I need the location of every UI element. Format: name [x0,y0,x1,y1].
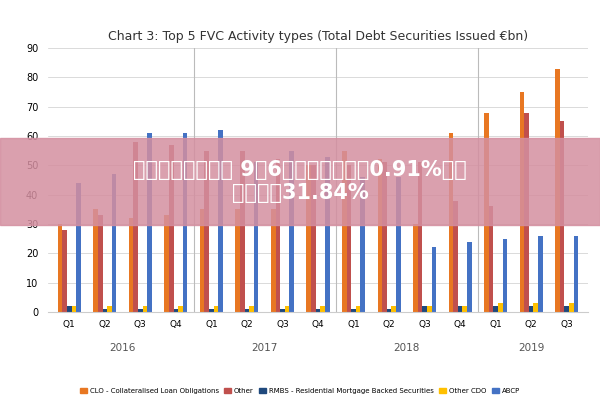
Bar [463,306,467,312]
Text: 2018: 2018 [394,342,420,352]
Bar [458,306,463,312]
Bar [377,160,382,312]
Bar [311,165,316,312]
Bar [387,309,391,312]
Bar [316,309,320,312]
Bar [67,306,71,312]
Bar [254,162,259,312]
Bar [489,206,493,312]
Bar [493,306,498,312]
Bar [356,306,361,312]
Bar [422,306,427,312]
Bar [533,303,538,312]
Bar [138,309,143,312]
Text: 2017: 2017 [251,342,278,352]
Bar [107,306,112,312]
Bar [351,309,356,312]
Bar [245,309,249,312]
Bar [205,151,209,312]
Bar [361,177,365,312]
Bar [382,162,387,312]
Bar [93,209,98,312]
Bar [307,165,311,312]
Bar [289,151,294,312]
Bar [218,130,223,312]
Bar [178,306,183,312]
Bar [413,224,418,312]
Bar [498,303,503,312]
Bar [275,160,280,312]
Bar [129,218,133,312]
Bar [112,174,116,312]
Bar [453,200,458,312]
Bar [133,142,138,312]
Bar [183,133,187,312]
Bar [200,209,205,312]
Bar [285,306,289,312]
Bar [560,121,565,312]
Text: 2016: 2016 [109,342,136,352]
Bar [62,230,67,312]
Bar [538,236,543,312]
Bar [147,133,152,312]
Bar [164,215,169,312]
Bar [418,162,422,312]
Bar [209,309,214,312]
Bar [173,309,178,312]
Bar [320,306,325,312]
Bar [143,306,147,312]
Bar [169,145,173,312]
Bar [569,303,574,312]
Bar [391,306,396,312]
Bar [214,306,218,312]
Bar [503,239,507,312]
Bar [555,68,560,312]
Bar [98,215,103,312]
Bar [484,112,489,312]
Text: 股票在哪里加杠杆 9月6日景兴转偶下跌0.91%，转
股溢价率31.84%: 股票在哪里加杠杆 9月6日景兴转偶下跌0.91%，转 股溢价率31.84% [133,160,467,203]
Bar [325,156,329,312]
Bar [467,242,472,312]
Text: 2019: 2019 [518,342,544,352]
Bar [396,177,401,312]
Bar [271,209,275,312]
Bar [235,209,240,312]
Bar [58,224,62,312]
Legend: CLO - Collateralised Loan Obligations, Other, RMBS - Residential Mortgage Backed: CLO - Collateralised Loan Obligations, O… [77,385,523,396]
Bar [342,151,347,312]
Bar [240,151,245,312]
Bar [565,306,569,312]
Bar [449,133,453,312]
Bar [76,183,81,312]
Bar [71,306,76,312]
Title: Chart 3: Top 5 FVC Activity types (Total Debt Securities Issued €bn): Chart 3: Top 5 FVC Activity types (Total… [108,30,528,43]
Bar [427,306,431,312]
Bar [249,306,254,312]
Bar [347,165,351,312]
Bar [520,92,524,312]
Bar [431,248,436,312]
Bar [280,309,285,312]
Bar [524,112,529,312]
Bar [574,236,578,312]
Bar [103,309,107,312]
Bar [529,306,533,312]
